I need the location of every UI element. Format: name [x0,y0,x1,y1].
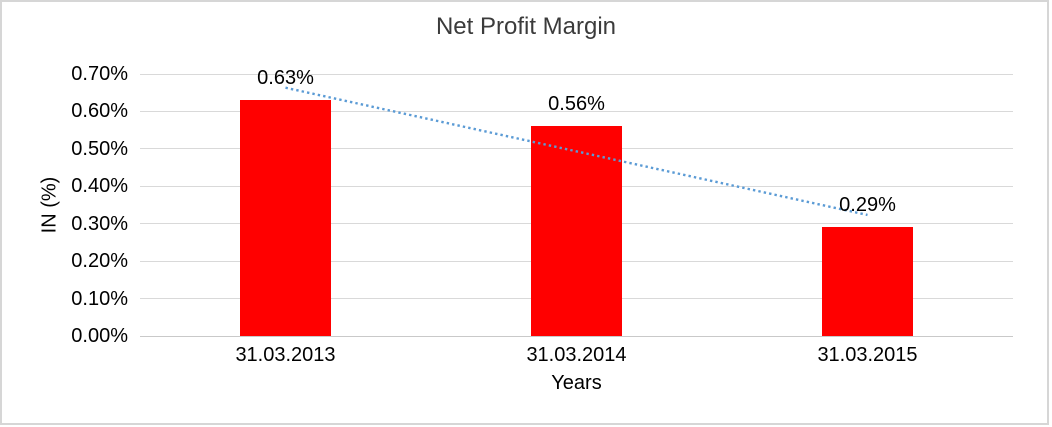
y-tick-label: 0.50% [71,137,128,160]
bar-31.03.2014 [531,126,622,336]
category-label: 31.03.2015 [817,344,918,366]
data-label: 0.56% [548,93,605,116]
data-label: 0.29% [839,194,896,217]
data-label: 0.63% [257,67,314,90]
category-label: 31.03.2014 [526,344,627,366]
category-label: 31.03.2013 [235,344,336,366]
y-tick-label: 0.10% [71,287,128,310]
y-tick-label: 0.20% [71,250,128,273]
bar-31.03.2013 [240,100,331,336]
y-tick-label: 0.70% [71,63,128,85]
y-tick-label: 0.40% [71,175,128,198]
y-tick-label: 0.60% [71,100,128,123]
y-tick-label: 0.30% [71,212,128,235]
gridline [140,73,1013,75]
bar-31.03.2015 [822,227,913,336]
chart-title: Net Profit Margin [435,13,617,40]
x-axis-line [140,335,1013,337]
y-tick-label: 0.00% [71,325,128,347]
x-axis-title: Years [551,372,602,394]
